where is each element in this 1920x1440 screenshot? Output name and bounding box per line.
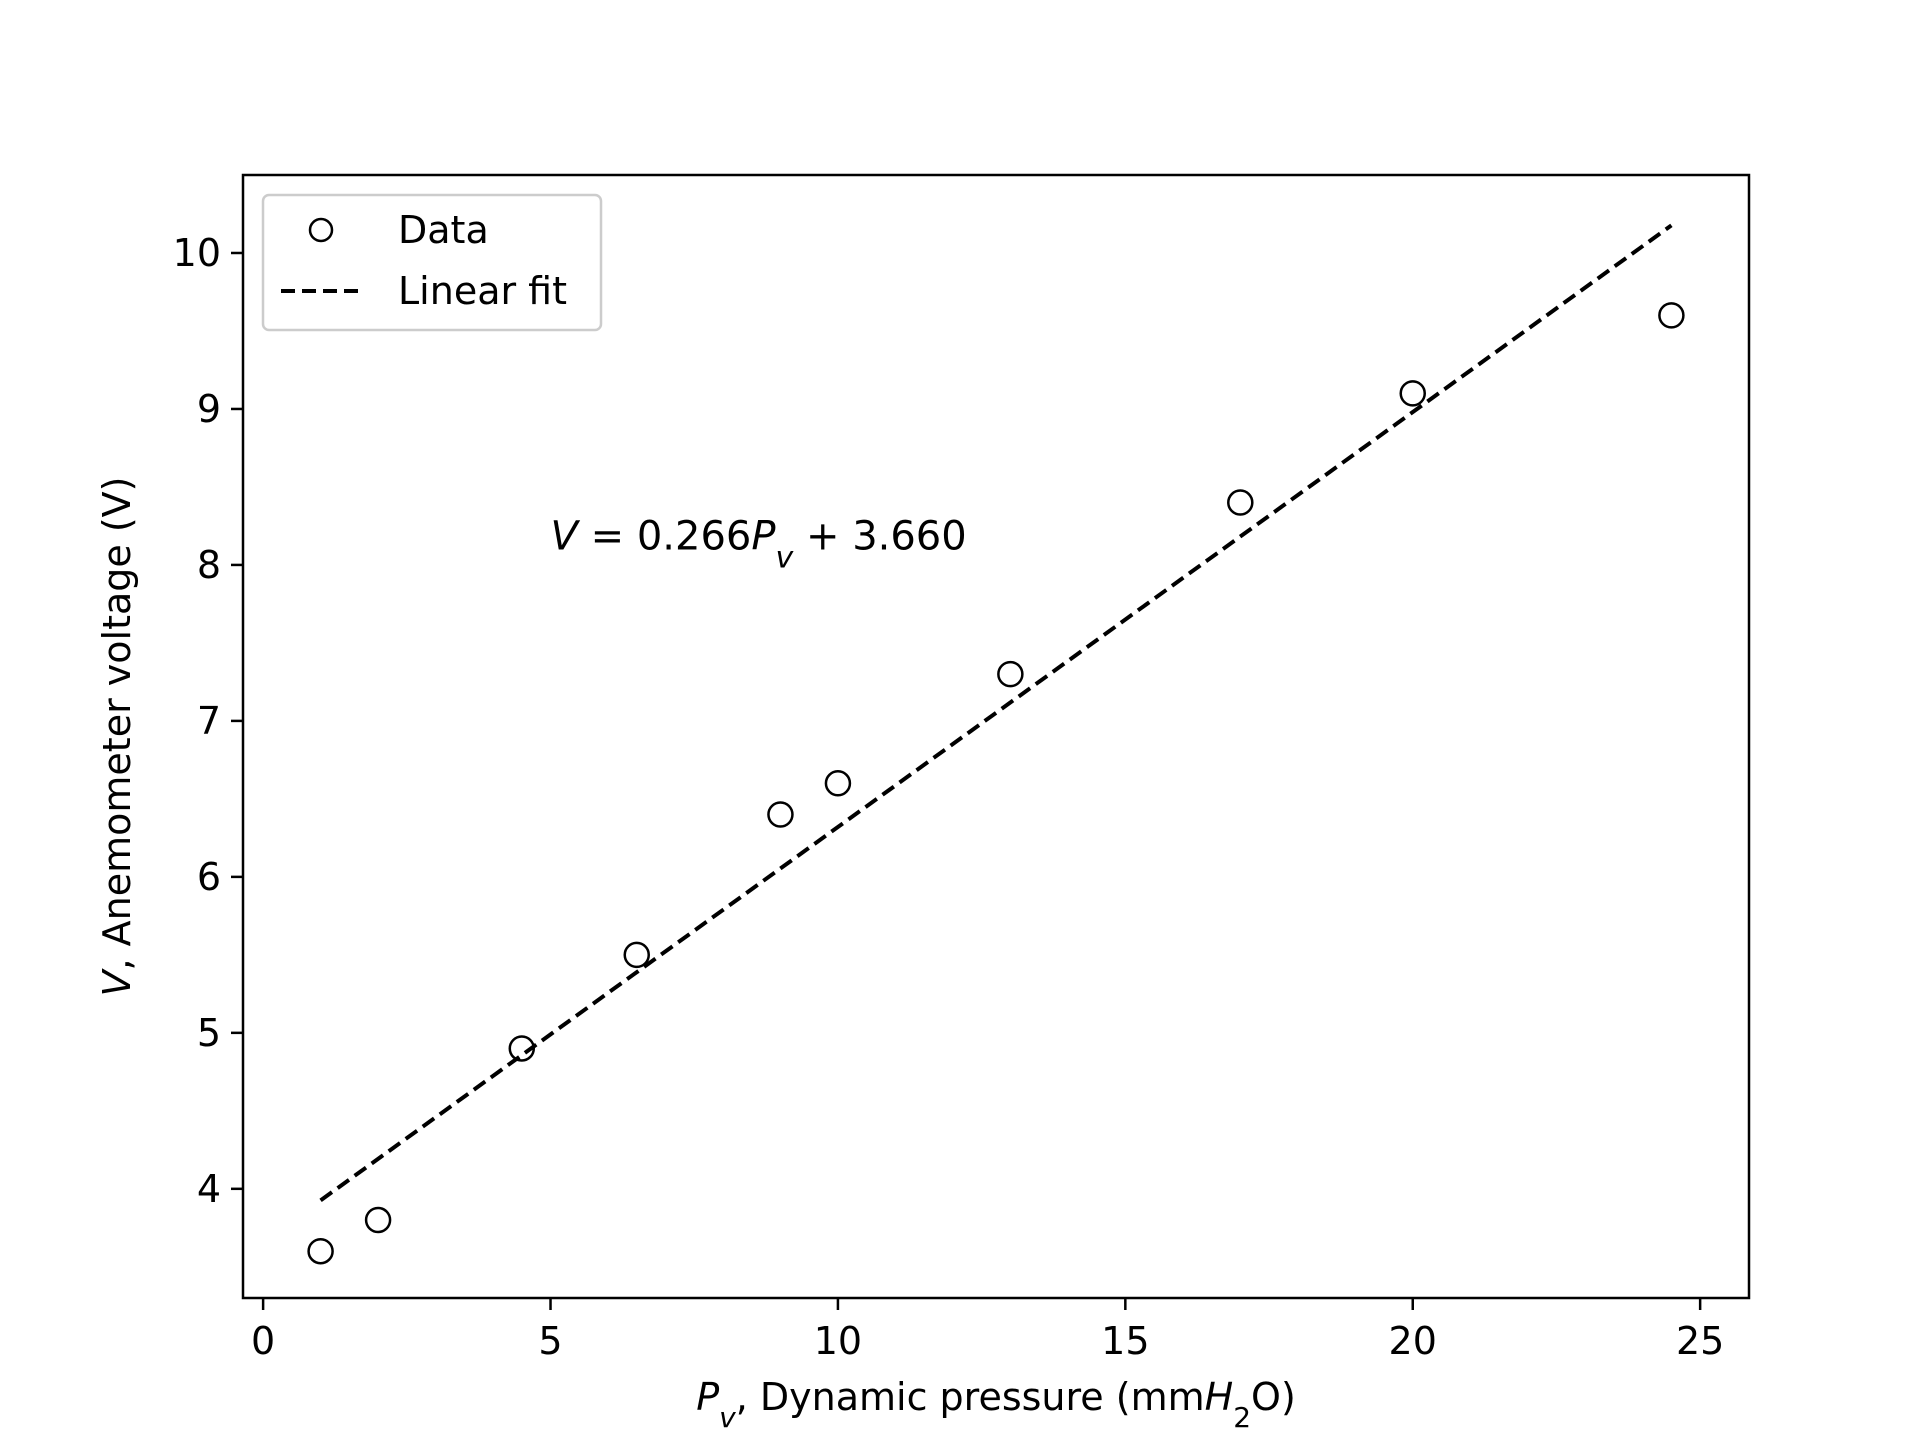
y-axis-label-text: , Anemometer voltage (V) (95, 477, 139, 971)
y-tick-label: 5 (197, 1011, 221, 1055)
x-axis-label-unit-sub: 2 (1233, 1401, 1251, 1434)
y-axis-label: V, Anemometer voltage (V) (95, 477, 139, 997)
data-point (307, 1237, 334, 1265)
y-tick-label: 4 (197, 1167, 221, 1211)
x-tick-label: 15 (1101, 1319, 1149, 1363)
x-tick-label: 0 (251, 1319, 275, 1363)
x-tick-label: 10 (814, 1319, 862, 1363)
legend-label-fit: Linear fit (398, 269, 567, 313)
legend-box (261, 193, 603, 332)
legend-label-data: Data (398, 208, 489, 252)
y-tick-label: 7 (197, 699, 221, 743)
x-tick-label: 5 (538, 1319, 562, 1363)
annotation-var: P (751, 513, 776, 559)
data-point (767, 801, 794, 828)
legend: Data Linear fit (261, 193, 603, 332)
linear-fit-line (319, 223, 1673, 1202)
legend-marker-data (308, 217, 334, 243)
x-tick-label: 20 (1389, 1319, 1437, 1363)
x-tick-label: 25 (1676, 1319, 1724, 1363)
plot-frame (241, 173, 1751, 1300)
y-tick-label: 6 (197, 855, 221, 899)
annotation-eq: = 0.266 (578, 513, 751, 559)
data-point (623, 941, 650, 969)
annotation-lhs: V (551, 513, 581, 559)
x-axis-label-var: P (696, 1375, 719, 1419)
annotation-sub: v (775, 540, 794, 575)
y-axis-label-var: V (95, 967, 139, 996)
data-point (824, 770, 852, 797)
data-point (1227, 489, 1254, 516)
x-axis-label-sub: v (719, 1401, 736, 1434)
annotation-rest: + 3.660 (793, 513, 966, 559)
x-axis-label-unit-var: H (1205, 1375, 1234, 1419)
data-point (364, 1206, 392, 1234)
y-tick-label: 10 (173, 231, 221, 275)
data-point (997, 660, 1024, 688)
x-axis-label-unit-end: O) (1251, 1375, 1296, 1419)
fit-equation-annotation: V = 0.266Pv + 3.660 (551, 513, 967, 575)
x-axis-label: Pv, Dynamic pressure (mmH2O) (696, 1375, 1296, 1434)
data-point (1658, 302, 1685, 329)
data-point (508, 1035, 536, 1062)
y-tick-label: 8 (197, 543, 221, 587)
data-point (1399, 380, 1426, 407)
y-tick-label: 9 (197, 387, 221, 431)
x-axis-label-text: , Dynamic pressure (mm (736, 1375, 1205, 1419)
